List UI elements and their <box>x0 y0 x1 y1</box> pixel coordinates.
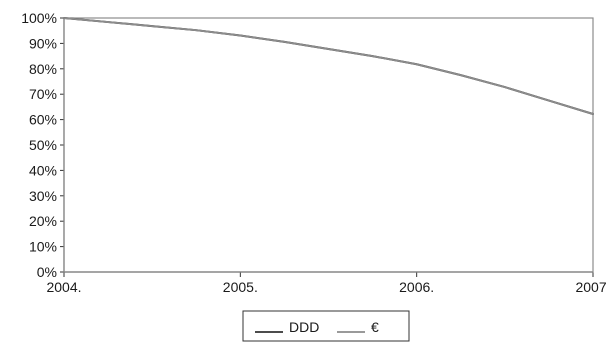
y-tick-label: 90% <box>29 35 57 51</box>
plot-frame <box>63 17 594 273</box>
series-line-1 <box>63 17 594 116</box>
y-tick-label: 40% <box>29 162 57 178</box>
x-tick-label: 2007. <box>575 279 607 295</box>
y-tick-label: 60% <box>29 112 57 128</box>
y-tick-label: 50% <box>29 137 57 153</box>
x-tick-label: 2004. <box>46 279 81 295</box>
x-tick-label: 2005. <box>223 279 258 295</box>
y-tick-label: 10% <box>29 239 57 255</box>
y-axis: 0% 10% 20% 30% 40% 50% 60% 70% 80% 90% 100% <box>21 10 65 280</box>
x-axis: 2004. 2005. 2006. 2007. <box>46 271 607 295</box>
y-tick-label: 70% <box>29 86 57 102</box>
plot-area <box>63 17 594 273</box>
legend-box <box>242 310 410 342</box>
y-tick-label: 80% <box>29 61 57 77</box>
x-tick-label: 2006. <box>399 279 434 295</box>
y-tick-label: 30% <box>29 188 57 204</box>
y-tick-label: 20% <box>29 213 57 229</box>
y-tick-label: 100% <box>21 10 57 26</box>
legend-label: DDD <box>289 319 319 335</box>
series-line-2 <box>63 17 594 115</box>
legend: DDD € <box>242 310 410 342</box>
legend-label: € <box>371 319 379 335</box>
y-tick-label: 0% <box>37 264 57 280</box>
